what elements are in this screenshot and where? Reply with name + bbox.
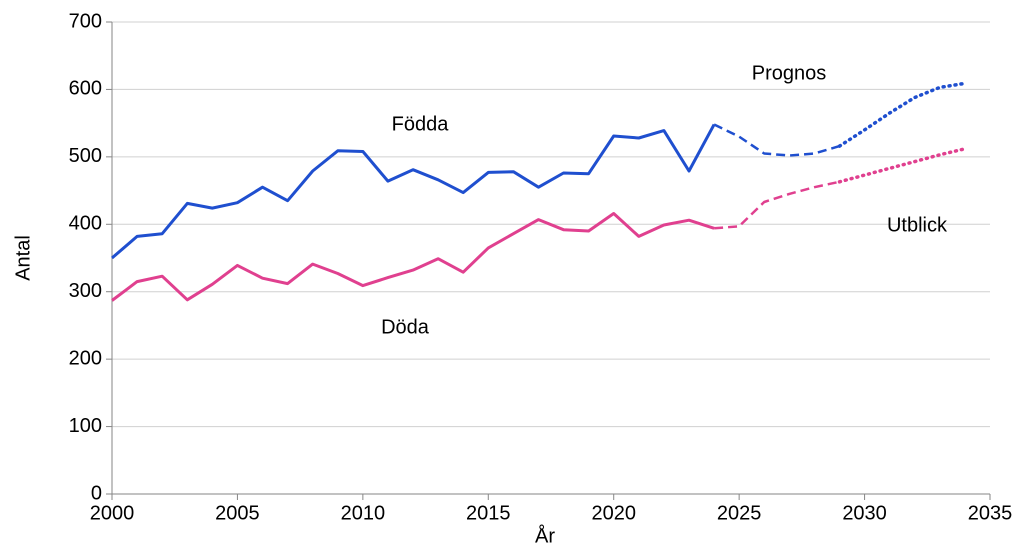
y-tick-label: 200 <box>69 347 102 369</box>
y-tick-label: 400 <box>69 213 102 235</box>
line-solid <box>111 212 715 302</box>
annotation: Prognos <box>752 62 827 84</box>
x-tick-label: 2000 <box>90 502 135 524</box>
x-tick-label: 2020 <box>591 502 636 524</box>
y-tick-label: 100 <box>69 415 102 437</box>
annotation: Födda <box>392 113 450 135</box>
x-tick-label: 2030 <box>842 502 887 524</box>
y-tick-label: 600 <box>69 78 102 100</box>
line-dashed <box>714 180 840 230</box>
annotation: Utblick <box>887 214 948 236</box>
x-tick-label: 2010 <box>341 502 386 524</box>
line-solid <box>111 123 716 260</box>
x-tick-label: 2025 <box>717 502 762 524</box>
x-tick-label: 2005 <box>215 502 260 524</box>
y-axis-label: Antal <box>12 235 34 281</box>
x-axis-label: År <box>535 524 555 547</box>
y-tick-label: 700 <box>69 10 102 32</box>
annotation: Döda <box>381 316 430 338</box>
y-tick-label: 500 <box>69 145 102 167</box>
line-dotted <box>837 81 967 148</box>
line-dashed <box>713 123 840 157</box>
y-tick-label: 0 <box>91 482 102 504</box>
y-tick-label: 300 <box>69 280 102 302</box>
line-dotted <box>837 147 967 184</box>
x-tick-label: 2015 <box>466 502 511 524</box>
x-tick-label: 2035 <box>968 502 1013 524</box>
